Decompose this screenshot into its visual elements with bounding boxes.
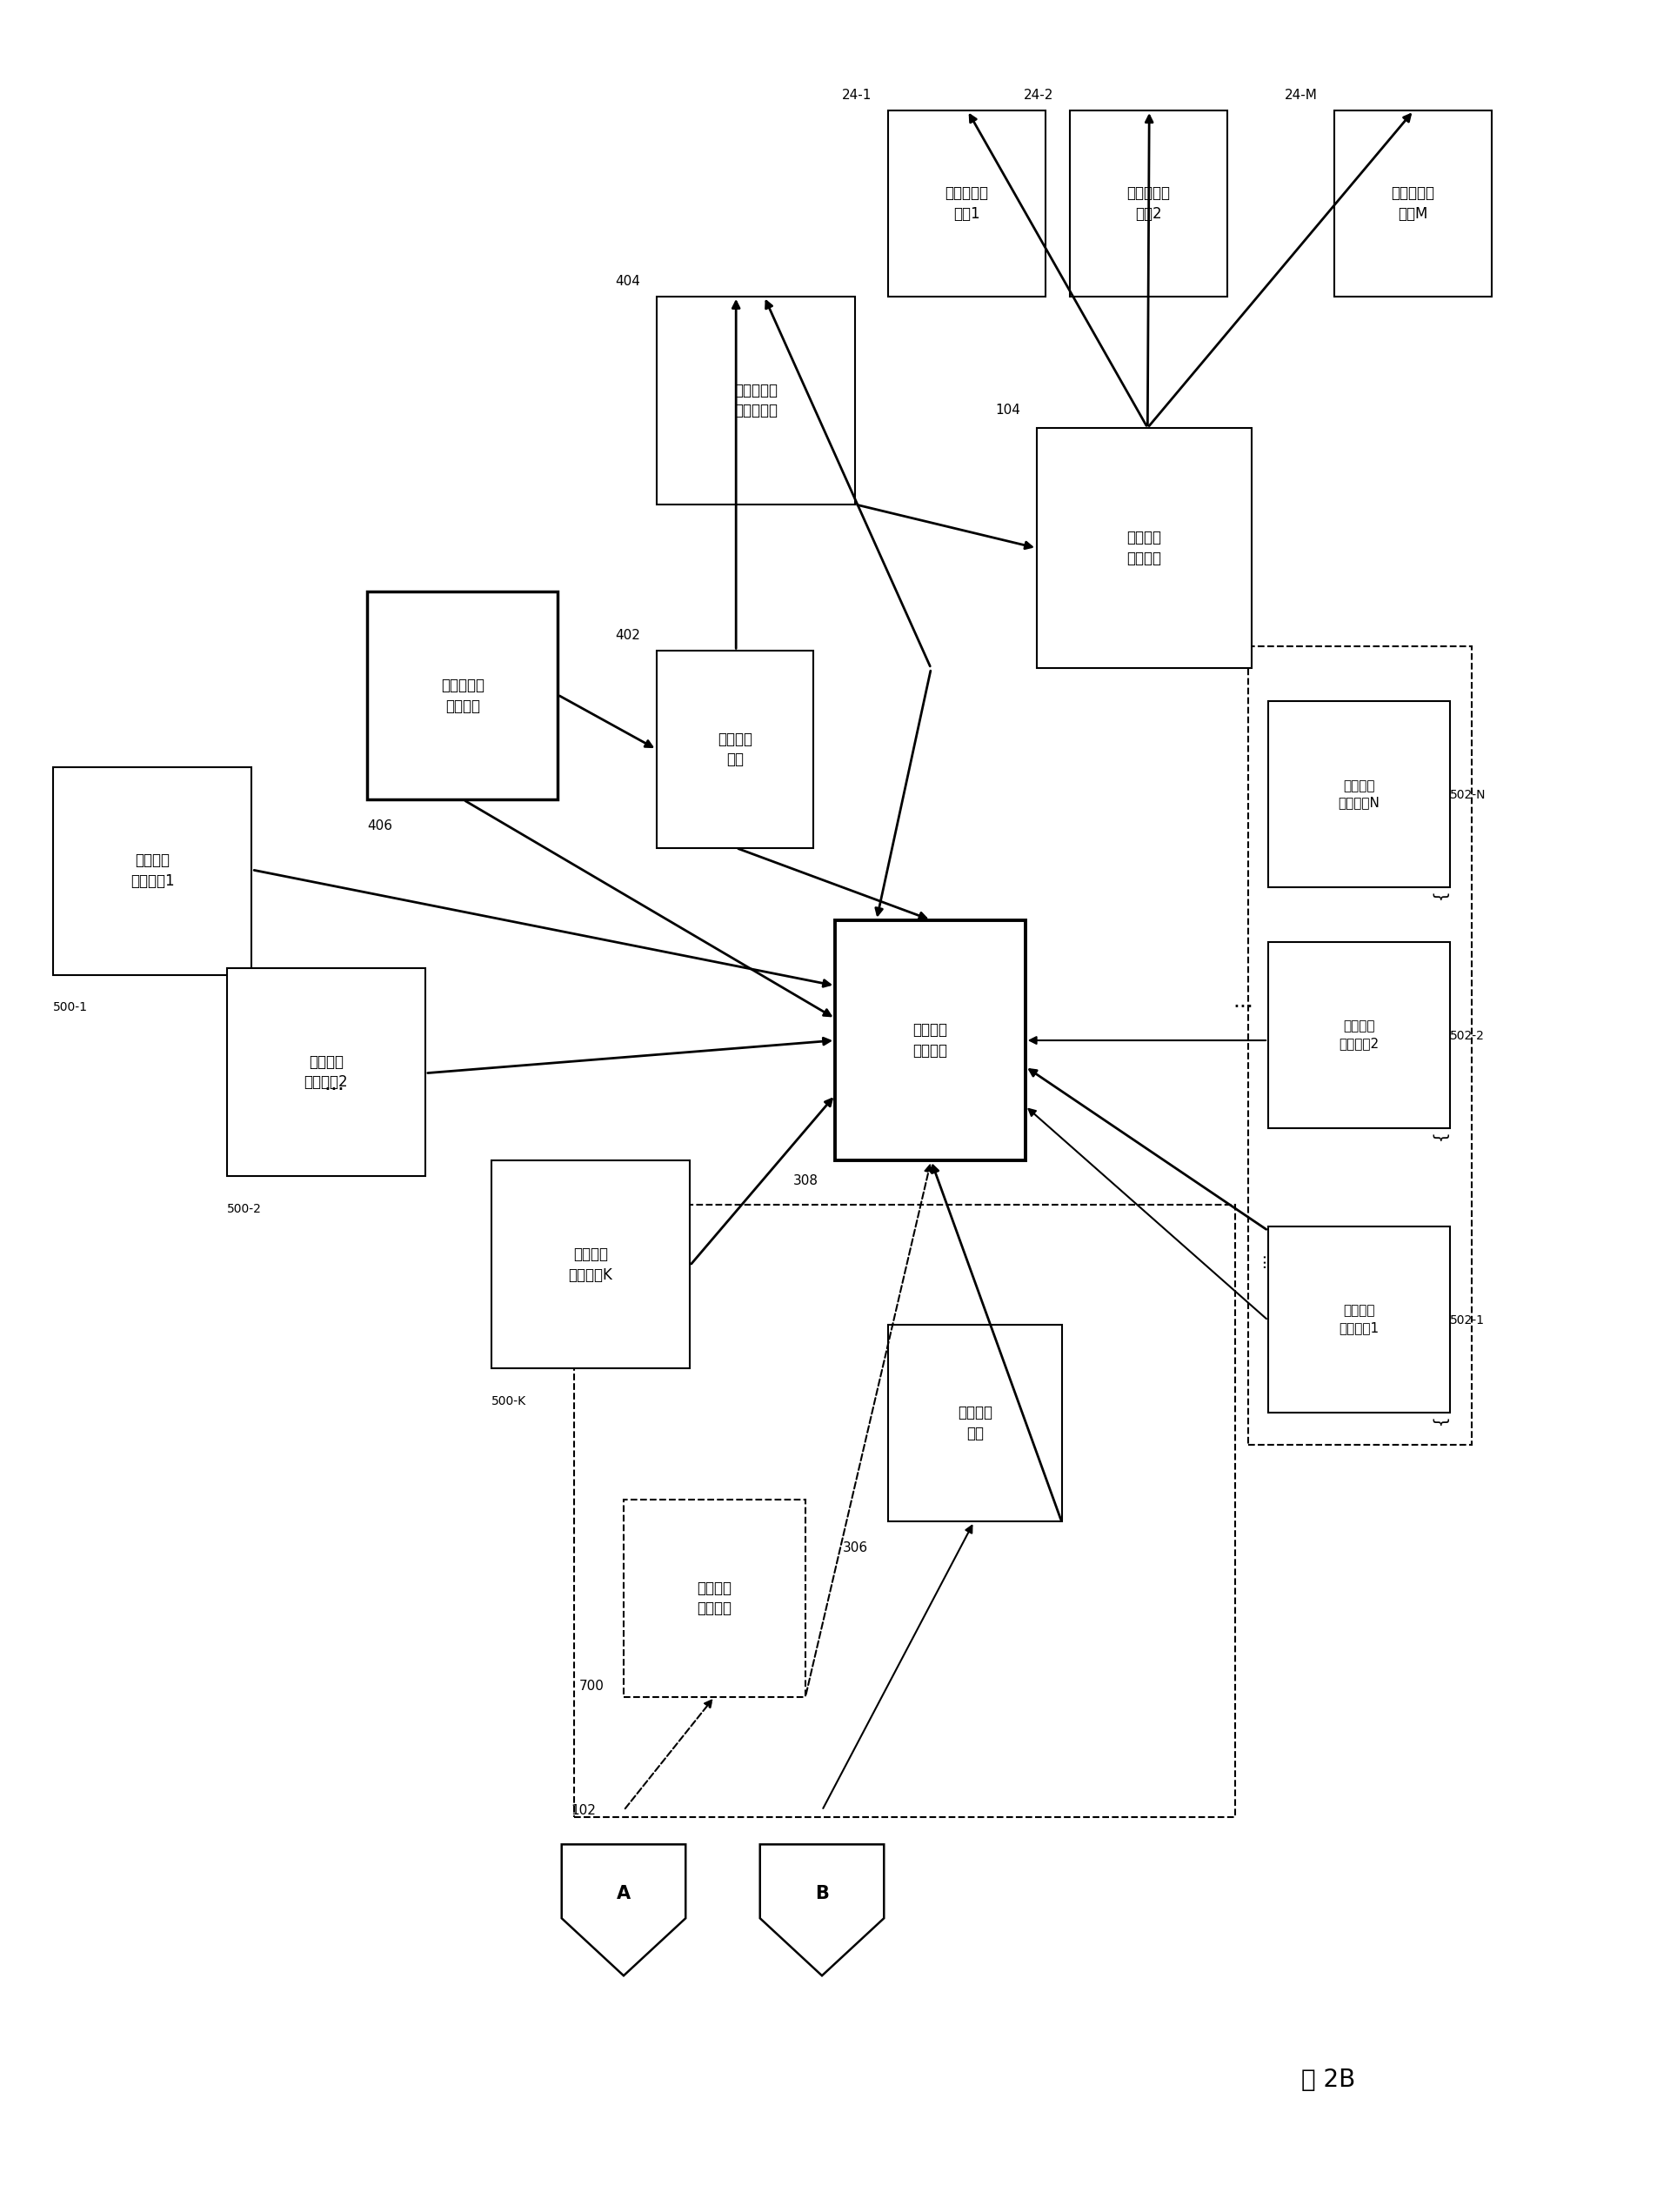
FancyBboxPatch shape: [1268, 942, 1451, 1128]
FancyBboxPatch shape: [1070, 111, 1228, 296]
Text: 500-1: 500-1: [54, 1002, 89, 1013]
Text: 推进扭矩
请求模块2: 推进扭矩 请求模块2: [304, 1053, 349, 1091]
Text: 24-1: 24-1: [842, 88, 872, 102]
FancyBboxPatch shape: [624, 1500, 805, 1697]
FancyBboxPatch shape: [1268, 701, 1451, 887]
Text: 500-K: 500-K: [491, 1396, 527, 1407]
Text: 404: 404: [615, 274, 641, 288]
Text: 扭矩致动器
模块2: 扭矩致动器 模块2: [1127, 186, 1171, 221]
Text: 推进扭矩
仲裁模块: 推进扭矩 仲裁模块: [912, 1022, 948, 1060]
Text: 104: 104: [994, 405, 1020, 416]
FancyBboxPatch shape: [1335, 111, 1491, 296]
Text: 推进扭矩
控制模块: 推进扭矩 控制模块: [1127, 531, 1162, 566]
FancyBboxPatch shape: [367, 593, 557, 801]
Text: 扭矩致动器
模块M: 扭矩致动器 模块M: [1392, 186, 1434, 221]
Text: 24-M: 24-M: [1285, 88, 1318, 102]
Text: 发动机容量
保护模块: 发动机容量 保护模块: [441, 677, 485, 714]
Text: 102: 102: [570, 1805, 595, 1816]
Text: 推进扭矩
请求模块1: 推进扭矩 请求模块1: [131, 852, 174, 889]
Text: 扭矩致动器
模块1: 扭矩致动器 模块1: [944, 186, 988, 221]
Text: 混合动力
控制模块: 混合动力 控制模块: [698, 1579, 731, 1617]
FancyBboxPatch shape: [889, 111, 1045, 296]
FancyBboxPatch shape: [54, 768, 252, 975]
Text: 406: 406: [367, 818, 392, 832]
Text: 700: 700: [579, 1679, 604, 1692]
Text: 扭矩切断
模块: 扭矩切断 模块: [958, 1405, 993, 1442]
Polygon shape: [760, 1845, 884, 1975]
Text: 发动机起动
和停止模块: 发动机起动 和停止模块: [735, 383, 778, 418]
FancyBboxPatch shape: [657, 296, 855, 504]
FancyBboxPatch shape: [657, 650, 813, 847]
Text: 502-2: 502-2: [1451, 1031, 1484, 1042]
FancyBboxPatch shape: [1036, 427, 1251, 668]
Text: 储备扭矩
请求模块2: 储备扭矩 请求模块2: [1338, 1020, 1378, 1051]
FancyBboxPatch shape: [835, 920, 1025, 1161]
Text: 储备扭矩
请求模块N: 储备扭矩 请求模块N: [1338, 779, 1380, 810]
FancyBboxPatch shape: [1268, 1225, 1451, 1411]
Text: ...: ...: [1251, 1252, 1268, 1267]
Text: 图 2B: 图 2B: [1301, 2068, 1355, 2093]
Text: B: B: [815, 1885, 828, 1902]
Text: 308: 308: [793, 1175, 818, 1188]
Text: 防止失速
模块: 防止失速 模块: [718, 732, 753, 768]
FancyBboxPatch shape: [491, 1161, 689, 1369]
Text: A: A: [617, 1885, 631, 1902]
Text: 500-2: 500-2: [226, 1203, 262, 1214]
Text: ...: ...: [1233, 991, 1254, 1011]
FancyBboxPatch shape: [889, 1325, 1062, 1522]
Text: 402: 402: [615, 628, 641, 641]
Text: 推进扭矩
请求模块K: 推进扭矩 请求模块K: [569, 1248, 612, 1283]
Text: 储备扭矩
请求模块1: 储备扭矩 请求模块1: [1338, 1305, 1378, 1334]
Text: ...: ...: [324, 1073, 345, 1095]
Text: 24-2: 24-2: [1023, 88, 1053, 102]
FancyBboxPatch shape: [226, 969, 426, 1177]
Polygon shape: [562, 1845, 686, 1975]
Text: 306: 306: [844, 1542, 869, 1555]
Text: }: }: [1430, 1418, 1447, 1429]
Text: 502-1: 502-1: [1451, 1314, 1484, 1327]
Text: 502-N: 502-N: [1451, 790, 1486, 801]
Text: }: }: [1430, 894, 1447, 902]
Text: }: }: [1430, 1133, 1447, 1144]
